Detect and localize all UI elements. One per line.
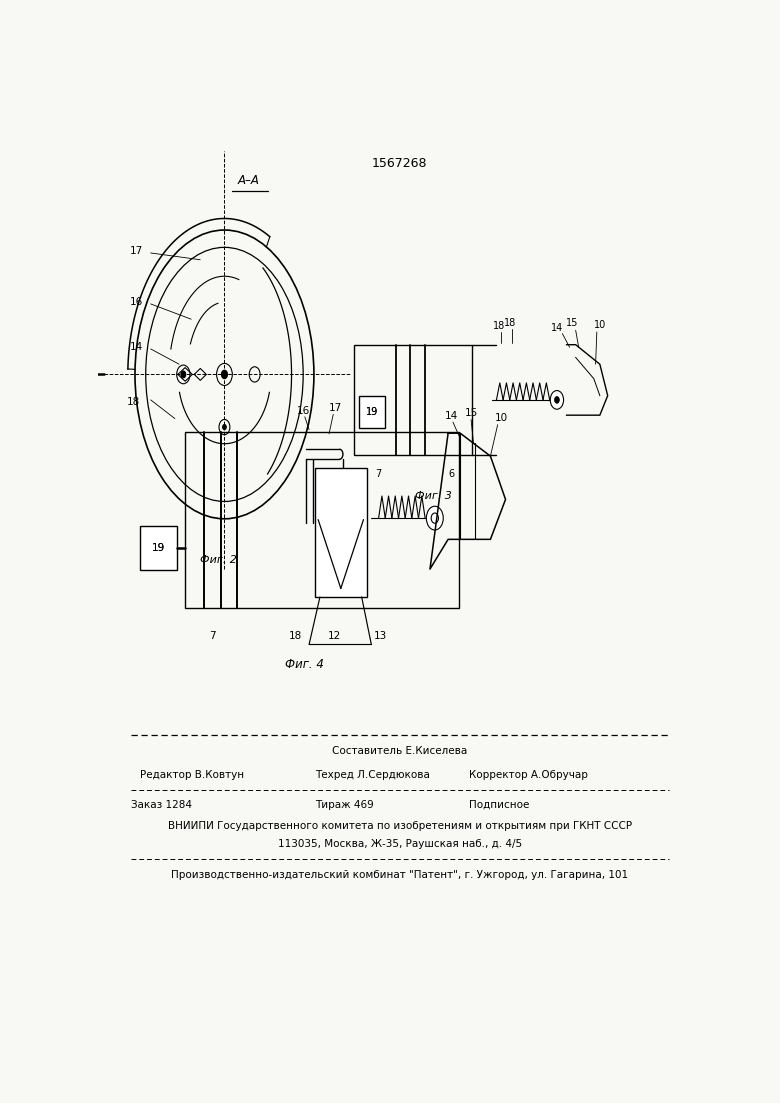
Bar — [354, 344, 472, 456]
Text: 17: 17 — [130, 246, 144, 256]
Circle shape — [181, 371, 186, 378]
Text: 15: 15 — [566, 318, 579, 328]
Circle shape — [222, 425, 226, 430]
Text: 1567268: 1567268 — [372, 158, 427, 170]
Text: 19: 19 — [366, 407, 378, 417]
Text: 18: 18 — [127, 397, 140, 407]
Circle shape — [427, 506, 443, 531]
Text: Тираж 469: Тираж 469 — [315, 800, 374, 810]
Bar — [62, 358, 80, 390]
Text: Заказ 1284: Заказ 1284 — [131, 800, 192, 810]
Text: 14: 14 — [130, 342, 144, 352]
Text: 7: 7 — [375, 469, 381, 479]
Circle shape — [550, 390, 564, 409]
Text: Техред Л.Сердюкова: Техред Л.Сердюкова — [315, 770, 430, 780]
Circle shape — [555, 396, 559, 404]
Text: 113035, Москва, Ж-35, Раушская наб., д. 4/5: 113035, Москва, Ж-35, Раушская наб., д. … — [278, 839, 522, 849]
Text: 14: 14 — [445, 411, 458, 421]
Text: 13: 13 — [374, 631, 387, 641]
Text: 17: 17 — [328, 403, 342, 413]
Text: 14: 14 — [551, 323, 564, 333]
Text: 16: 16 — [130, 297, 144, 308]
Bar — [185, 432, 459, 608]
Text: 19: 19 — [366, 407, 378, 417]
Text: 19: 19 — [152, 543, 165, 553]
Text: Фиг. 2: Фиг. 2 — [200, 555, 237, 565]
Text: Фиг. 4: Фиг. 4 — [285, 658, 324, 672]
Text: 7: 7 — [209, 631, 215, 641]
Text: 15: 15 — [464, 408, 477, 418]
Text: Фиг. 3: Фиг. 3 — [414, 491, 452, 501]
Text: 12: 12 — [328, 631, 341, 641]
Text: Редактор В.Ковтун: Редактор В.Ковтун — [140, 770, 244, 780]
Text: 16: 16 — [296, 406, 310, 416]
Bar — [315, 468, 367, 597]
Text: 6: 6 — [448, 469, 454, 479]
Bar — [140, 526, 177, 570]
Text: 10: 10 — [594, 320, 606, 330]
Text: 18: 18 — [504, 318, 516, 328]
Text: А–А: А–А — [238, 174, 260, 188]
Text: Подписное: Подписное — [470, 800, 530, 810]
Text: 10: 10 — [495, 413, 508, 422]
Bar — [360, 396, 385, 428]
Text: Производственно-издательский комбинат "Патент", г. Ужгород, ул. Гагарина, 101: Производственно-издательский комбинат "П… — [171, 869, 629, 880]
Text: Корректор А.Обручар: Корректор А.Обручар — [470, 770, 588, 780]
Text: 19: 19 — [152, 543, 165, 553]
Text: Составитель Е.Киселева: Составитель Е.Киселева — [332, 746, 467, 756]
Text: 18: 18 — [289, 631, 303, 641]
Circle shape — [222, 371, 228, 378]
Text: 18: 18 — [494, 321, 505, 331]
Text: ВНИИПИ Государственного комитета по изобретениям и открытиям при ГКНТ СССР: ВНИИПИ Государственного комитета по изоб… — [168, 822, 632, 832]
